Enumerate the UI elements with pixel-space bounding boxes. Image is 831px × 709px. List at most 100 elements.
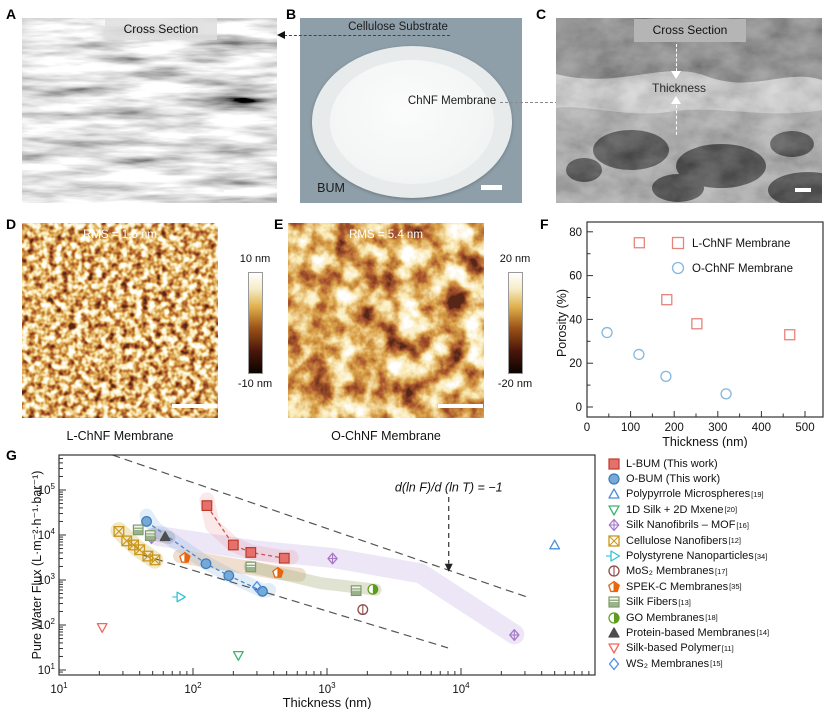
diamond_plus-legend-marker-icon — [608, 519, 620, 532]
panel-b-substrate-label: Cellulose Substrate — [348, 21, 448, 33]
y-tick-label: 60 — [569, 271, 582, 283]
triu_o-legend-marker-icon — [608, 488, 620, 500]
diamond_o-marker-icon — [251, 581, 262, 593]
square-lines-marker-icon — [133, 529, 144, 535]
circle-half-marker-icon — [372, 584, 378, 595]
annotation-arrowhead-icon — [444, 563, 453, 572]
legend-item: Silk Fibers [13] — [606, 595, 831, 610]
y-tick-label: 80 — [569, 227, 582, 239]
legend-label: L-BUM (This work) — [626, 457, 718, 470]
trid_o-legend-marker-icon — [608, 505, 620, 516]
square_x-marker-icon — [113, 526, 125, 537]
trid_o-marker-icon — [608, 505, 620, 516]
circle-open-marker-icon — [671, 261, 685, 275]
square_f-legend-marker-icon — [608, 458, 620, 470]
panel-b-photo — [300, 18, 522, 203]
y-tick-label: 20 — [569, 358, 582, 370]
legend-label: O-ChNF Membrane — [692, 263, 793, 275]
legend-label: L-ChNF Membrane — [692, 238, 790, 250]
triu_o-marker-icon — [549, 539, 561, 550]
axis-tick-label: 101 — [38, 662, 56, 677]
axis-tick-label: 104 — [452, 681, 470, 696]
legend-label: 1D Silk + 2D Mxene — [626, 503, 724, 516]
legend-item: Silk-based Polymer [11] — [606, 641, 831, 656]
square-open-marker-icon — [633, 237, 645, 249]
panel-b-label: B — [286, 6, 297, 22]
triu_o-marker-icon — [608, 488, 620, 500]
square-marker-icon — [608, 458, 620, 470]
diamond_o-legend-marker-icon — [608, 657, 620, 670]
legend-label: Cellulose Nanofibers — [626, 534, 728, 547]
slope-guide-line — [142, 554, 449, 649]
x-tick-label: 500 — [795, 422, 814, 434]
panel-a-sem-image — [22, 18, 277, 208]
porosity-chart: 0 100 200 300 400 500 0 20 40 60 80 Thickness (nm) P… — [556, 221, 824, 448]
legend-label: GO Membranes — [626, 611, 705, 624]
panel-b-scale-bar — [481, 185, 502, 190]
x-tick-label: 300 — [708, 422, 727, 434]
panel-e-scale-bar — [438, 404, 483, 408]
triu_f-marker-icon — [608, 627, 620, 638]
trid_o-marker-icon — [608, 643, 620, 655]
legend-item: Silk Nanofibrils – MOF [16] — [606, 518, 831, 533]
panel-g-label: G — [6, 447, 17, 463]
legend-item: 1D Silk + 2D Mxene [20] — [606, 502, 831, 517]
legend-reference: [15] — [710, 659, 723, 669]
circle_vline-legend-marker-icon — [608, 565, 620, 578]
legend-item: Polypyrrole Microspheres [19] — [606, 487, 831, 502]
panel-c-arrow-up-icon — [671, 96, 681, 104]
square_x-legend-marker-icon — [608, 534, 620, 547]
legend-reference: [19] — [751, 489, 764, 499]
square-marker-icon — [201, 500, 213, 512]
legend-label: SPEK-C Membranes — [626, 580, 729, 593]
legend-item: Cellulose Nanofibers [12] — [606, 533, 831, 548]
legend-reference: [20] — [724, 505, 738, 515]
panel-c-arrow-down-line — [676, 44, 677, 71]
legend-item: L-BUM (This work) — [606, 456, 831, 471]
circle-open-marker-icon — [720, 388, 732, 400]
connector-b-to-a-arrowhead-icon — [277, 31, 285, 39]
legend-reference: [11] — [721, 643, 734, 653]
panel-e-colorbar — [508, 272, 523, 374]
square-x-marker-icon — [121, 535, 133, 547]
panel-d-label: D — [6, 216, 17, 232]
circle-open-marker-icon — [633, 348, 645, 361]
legend-label: MoS₂ Membranes — [626, 565, 715, 578]
panel-d-caption: L-ChNF Membrane — [66, 429, 174, 443]
square-marker-icon — [245, 547, 257, 558]
panel-e-colorbar-max: 20 nm — [499, 253, 531, 265]
circle-marker-icon — [608, 473, 620, 485]
square_lines-legend-marker-icon — [608, 596, 620, 608]
connector-b-to-c-line — [500, 102, 558, 103]
legend-label: Silk-based Polymer — [626, 642, 721, 655]
panel-c-scale-bar — [795, 188, 811, 192]
legend-label: WS₂ Membranes — [626, 657, 710, 670]
panel-a-overlay-label: Cross Section — [105, 18, 217, 40]
panel-c-label: C — [536, 6, 547, 22]
triu_f-marker-icon — [159, 531, 171, 542]
square-open-marker-icon — [784, 329, 796, 341]
x-axis-label: Thickness (nm) — [662, 435, 747, 448]
pentagon_r-legend-marker-icon — [608, 580, 620, 592]
y-axis-label: Pure Water Flux (L·m⁻²·h⁻¹·bar⁻¹) — [30, 471, 44, 660]
circle-marker-icon — [141, 516, 152, 527]
square_x-marker-icon — [608, 535, 620, 547]
trir_o-marker-icon — [610, 550, 621, 562]
panel-a-scale-bar — [224, 190, 270, 194]
legend-item: MoS₂ Membranes [17] — [606, 564, 831, 579]
trid_o-marker-icon — [232, 651, 244, 661]
diamond_o-marker-icon — [608, 657, 620, 670]
square-lines-marker-icon — [351, 590, 361, 596]
diamond_plus-marker-icon — [327, 552, 338, 565]
square-x-marker-icon — [134, 544, 146, 556]
pentagon-half-marker-icon — [277, 566, 284, 578]
x-tick-label: 200 — [665, 422, 684, 434]
legend-item: Polystyrene Nanoparticles [34] — [606, 548, 831, 563]
axis-tick-label: 103 — [318, 681, 336, 696]
panel-c-thickness-label: Thickness — [651, 81, 707, 95]
circle-open-marker-icon — [601, 326, 613, 339]
connector-b-to-a-line — [284, 35, 450, 36]
chnf-membrane-disc — [330, 60, 494, 184]
trir_o-marker-icon — [176, 591, 186, 603]
